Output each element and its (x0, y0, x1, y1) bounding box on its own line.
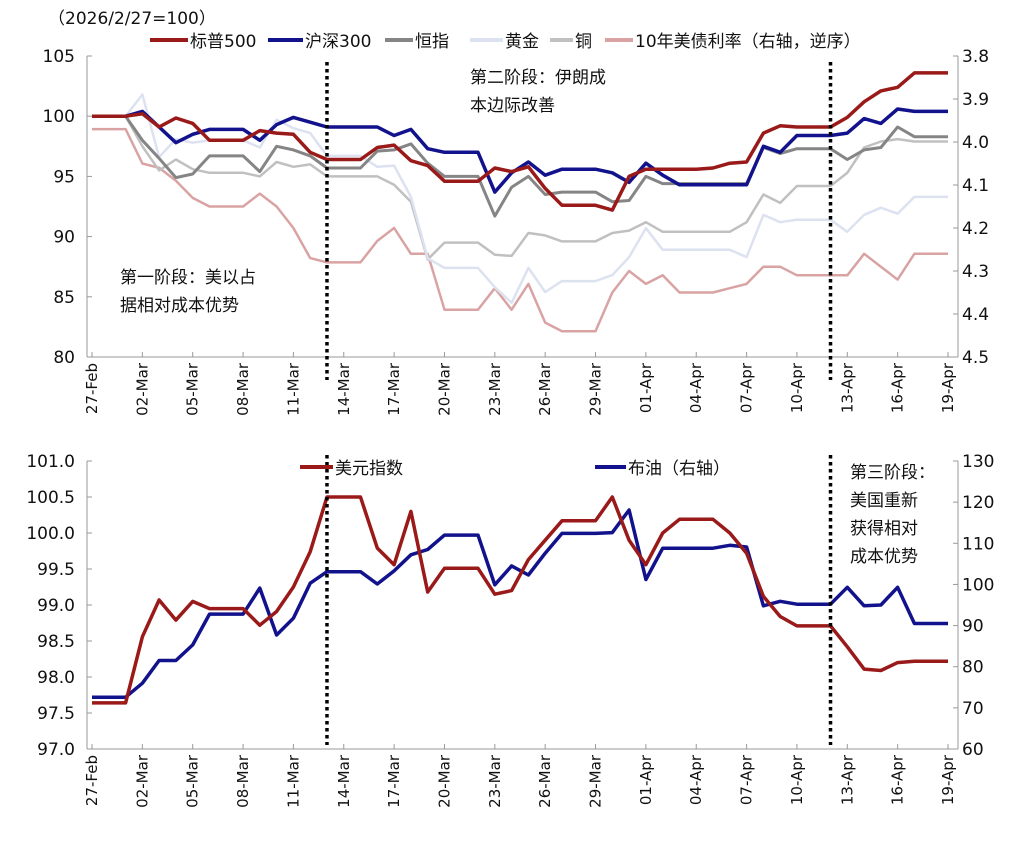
y-tick-label: 97.0 (37, 740, 75, 760)
x-tick-label: 17-Mar (385, 754, 403, 808)
phase-annotation: 第三阶段： (850, 463, 935, 483)
x-tick-label: 02-Mar (133, 754, 151, 808)
x-tick-label: 26-Mar (536, 754, 554, 808)
y2-tick-label: 100 (962, 575, 994, 595)
y2-tick-label: 70 (962, 699, 984, 719)
y-tick-label: 95 (53, 167, 75, 187)
x-tick-label: 02-Mar (133, 362, 151, 416)
series-line-6 (92, 127, 948, 333)
bottom-panel: 101.0 100.5 100.0 99.5 99.0 98.5 98.0 97.5 97.0 1… (26, 452, 994, 808)
y2-tick-label: 4.3 (962, 262, 989, 282)
y-tick-label: 100.5 (26, 488, 75, 508)
series-line-1 (92, 495, 948, 705)
series-line-2 (92, 508, 948, 699)
x-tick-label: 29-Mar (587, 754, 605, 808)
x-tick-label: 08-Mar (234, 362, 252, 416)
y-tick-label: 98.5 (37, 632, 75, 652)
x-tick-label: 13-Apr (838, 754, 856, 805)
y-tick-label: 101.0 (26, 452, 75, 472)
x-tick-label: 11-Mar (284, 362, 302, 416)
x-tick-label: 11-Mar (284, 754, 302, 808)
y-tick-label: 80 (53, 348, 75, 368)
y2-tick-label: 90 (962, 617, 984, 637)
legend-label: 恒指 (415, 32, 449, 52)
series-line-1 (92, 71, 948, 212)
top-panel: 105 100 95 90 85 80 3.8 3.9 4.0 4.1 4.2 4.3 4.4 4.5 27… (43, 32, 990, 416)
x-tick-label: 23-Mar (486, 754, 504, 808)
x-tick-label: 23-Mar (486, 362, 504, 416)
x-tick-label: 16-Apr (889, 362, 907, 413)
y2-tick-label: 130 (962, 452, 994, 472)
legend-label: 10年美债利率（右轴，逆序） (635, 32, 861, 52)
y-tick-label: 97.5 (37, 704, 75, 724)
x-tick-label: 01-Apr (637, 362, 655, 413)
legend-label: 沪深300 (305, 32, 371, 52)
y-tick-label: 85 (53, 288, 75, 308)
legend-label: 布油（右轴） (628, 459, 730, 479)
phase-annotation: 成本优势 (850, 547, 918, 567)
x-tick-label: 10-Apr (788, 362, 806, 413)
y-tick-label: 99.0 (37, 596, 75, 616)
x-tick-label: 04-Apr (687, 754, 705, 805)
phase-annotation: 美国重新 (850, 491, 918, 511)
series-line-3 (92, 114, 948, 218)
x-tick-label: 27-Feb (83, 363, 101, 414)
x-tick-label: 19-Apr (939, 754, 957, 805)
phase-annotation: 第一阶段：美以占 (120, 268, 256, 288)
y-tick-label: 100 (43, 107, 75, 127)
x-tick-label: 19-Apr (939, 362, 957, 413)
x-tick-label: 01-Apr (637, 754, 655, 805)
x-tick-label: 26-Mar (536, 362, 554, 416)
x-tick-label: 20-Mar (435, 362, 453, 416)
legend-label: 黄金 (505, 32, 539, 52)
y2-tick-label: 4.1 (962, 176, 989, 196)
x-tick-label: 04-Apr (687, 362, 705, 413)
x-tick-label: 08-Mar (234, 754, 252, 808)
y2-tick-label: 3.9 (962, 90, 989, 110)
x-tick-label: 29-Mar (587, 362, 605, 416)
legend-label: 铜 (575, 32, 592, 52)
series-line-2 (92, 107, 948, 194)
y-tick-label: 98.0 (37, 668, 75, 688)
x-tick-label: 05-Mar (184, 362, 202, 416)
x-tick-label: 20-Mar (435, 754, 453, 808)
x-tick-label: 27-Feb (83, 755, 101, 806)
x-tick-label: 14-Mar (335, 754, 353, 808)
y2-tick-label: 80 (962, 658, 984, 678)
y2-tick-label: 4.0 (962, 133, 989, 153)
y2-tick-label: 110 (962, 534, 994, 554)
x-tick-label: 07-Apr (738, 754, 756, 805)
y-tick-label: 99.5 (37, 560, 75, 580)
y2-tick-label: 60 (962, 740, 984, 760)
phase-annotation: 第二阶段：伊朗成 (470, 68, 606, 88)
y2-tick-label: 4.4 (962, 305, 989, 325)
phase-annotation: 获得相对 (850, 519, 918, 539)
phase-annotation: 本边际改善 (470, 96, 555, 116)
x-tick-label: 14-Mar (335, 362, 353, 416)
x-tick-label: 16-Apr (889, 754, 907, 805)
y-tick-label: 90 (53, 228, 75, 248)
x-tick-label: 10-Apr (788, 754, 806, 805)
x-tick-label: 05-Mar (184, 754, 202, 808)
y2-tick-label: 4.5 (962, 348, 989, 368)
x-tick-label: 17-Mar (385, 362, 403, 416)
index-base-note: （2026/2/27=100） (48, 9, 216, 29)
y2-tick-label: 120 (962, 493, 994, 513)
legend-label: 美元指数 (335, 459, 403, 479)
x-tick-label: 07-Apr (738, 362, 756, 413)
y-tick-label: 105 (43, 47, 75, 67)
x-tick-label: 13-Apr (838, 362, 856, 413)
series-line-5 (92, 114, 948, 261)
y2-tick-label: 4.2 (962, 219, 989, 239)
y-tick-label: 100.0 (26, 524, 75, 544)
phase-annotation: 据相对成本优势 (120, 296, 239, 316)
legend-label: 标普500 (190, 32, 256, 52)
y2-tick-label: 3.8 (962, 47, 989, 67)
